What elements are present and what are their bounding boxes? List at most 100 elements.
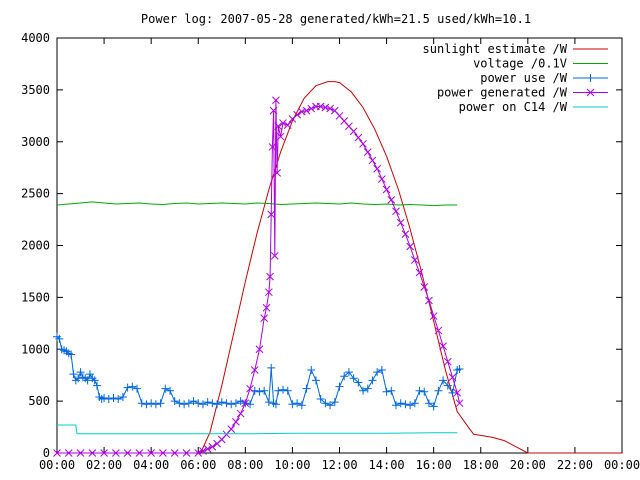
power-generated-point (246, 384, 254, 393)
power-use-point (302, 384, 311, 393)
power-use-point (267, 363, 276, 372)
power-use-point (288, 400, 297, 409)
power-use-point (161, 384, 170, 393)
power-generated-point (420, 283, 429, 291)
power-generated-point (455, 399, 464, 408)
power-generated-point (199, 447, 207, 455)
power-generated-point (378, 175, 386, 183)
power-generated-point (363, 148, 372, 156)
power-generated-point (434, 326, 443, 335)
power-generated-point (443, 357, 452, 366)
power-use-point (222, 399, 231, 408)
power-generated-point (387, 195, 396, 204)
power-use-point (382, 387, 391, 396)
power-generated-point (276, 132, 285, 141)
power-generated-point (269, 106, 278, 115)
power-generated-point (406, 242, 414, 251)
power-use-point (109, 394, 118, 403)
power-use-point (231, 399, 240, 408)
legend-marker (586, 74, 595, 82)
x-tick-label: 18:00 (463, 458, 499, 472)
power-use-point (180, 400, 189, 409)
power-generated-point (236, 409, 245, 418)
power-generated-point (227, 425, 236, 433)
power-use-point (311, 376, 320, 385)
power-use-point (344, 368, 353, 377)
power-use-point (85, 370, 94, 379)
x-tick-label: 06:00 (180, 458, 216, 472)
y-tick-label: 500 (28, 394, 50, 408)
power-use-point (203, 398, 212, 407)
power-generated-point (250, 366, 259, 374)
power-generated-point (135, 449, 144, 457)
power-use-point (90, 376, 99, 385)
power-use-point (166, 386, 174, 395)
power-generated-point (123, 449, 132, 457)
power-use-point (321, 399, 330, 408)
power-generated-point (448, 373, 457, 382)
power-use-point (67, 350, 76, 359)
sunlight-estimate-line (57, 81, 622, 454)
power-use-point (156, 399, 165, 408)
power-use-point (443, 381, 452, 390)
power-generated-point (283, 121, 292, 130)
power-generated-point (170, 449, 179, 457)
power-generated-point (439, 342, 447, 350)
x-tick-label: 14:00 (369, 458, 405, 472)
power-generated-point (194, 449, 203, 457)
power-generated-point (382, 185, 391, 194)
power-generated-point (267, 210, 276, 219)
power-generated-point (453, 388, 462, 397)
power-use-point (420, 387, 429, 396)
power-use-point (415, 386, 424, 395)
x-tick-label: 00:00 (604, 458, 640, 472)
power-use-point (455, 364, 464, 373)
y-tick-label: 2500 (21, 187, 50, 201)
power-use-point (406, 401, 415, 410)
power-generated-point (359, 139, 367, 148)
power-generated-point (349, 127, 358, 136)
power-generated-point (272, 96, 280, 105)
power-generated-point (147, 449, 156, 457)
power-use-point (349, 374, 358, 383)
power-use-point (283, 386, 292, 395)
power-use-point (147, 399, 156, 408)
power-generated-point (88, 449, 97, 457)
power-use-point (93, 381, 102, 390)
power-use-point (307, 366, 316, 374)
power-generated-point (326, 104, 334, 113)
power-use-point (83, 376, 92, 385)
y-tick-label: 0 (43, 446, 50, 460)
power-generated-point (265, 288, 273, 297)
power-use-point (133, 384, 142, 393)
power-generated-point (208, 442, 217, 451)
power-use-point (326, 401, 335, 410)
power-generated-point (354, 133, 363, 142)
voltage-series (56, 201, 458, 207)
power-generated-point (429, 312, 438, 320)
voltage-line (56, 201, 458, 207)
y-tick-label: 1000 (21, 342, 50, 356)
power-use-point (439, 376, 448, 385)
power-generated-point (415, 268, 424, 277)
power-use-point (175, 399, 184, 408)
power-use-point (368, 376, 377, 385)
power-generated-point (293, 110, 301, 119)
power-use-point (264, 398, 273, 407)
y-tick-label: 3500 (21, 83, 50, 97)
x-tick-label: 08:00 (227, 458, 263, 472)
power-generated-point (241, 399, 250, 408)
power-c14-series (57, 424, 458, 435)
power-use-point (151, 400, 160, 409)
legend-label: sunlight estimate /W (423, 42, 568, 56)
power-use-point (363, 384, 372, 393)
power-use-point (217, 398, 226, 407)
power-use-point (170, 397, 179, 406)
x-tick-label: 12:00 (321, 458, 357, 472)
power-use-point (208, 399, 217, 408)
power-generated-point (268, 143, 277, 151)
series-layer (53, 81, 622, 457)
power-use-point (74, 374, 83, 383)
power-use-series (53, 332, 464, 411)
